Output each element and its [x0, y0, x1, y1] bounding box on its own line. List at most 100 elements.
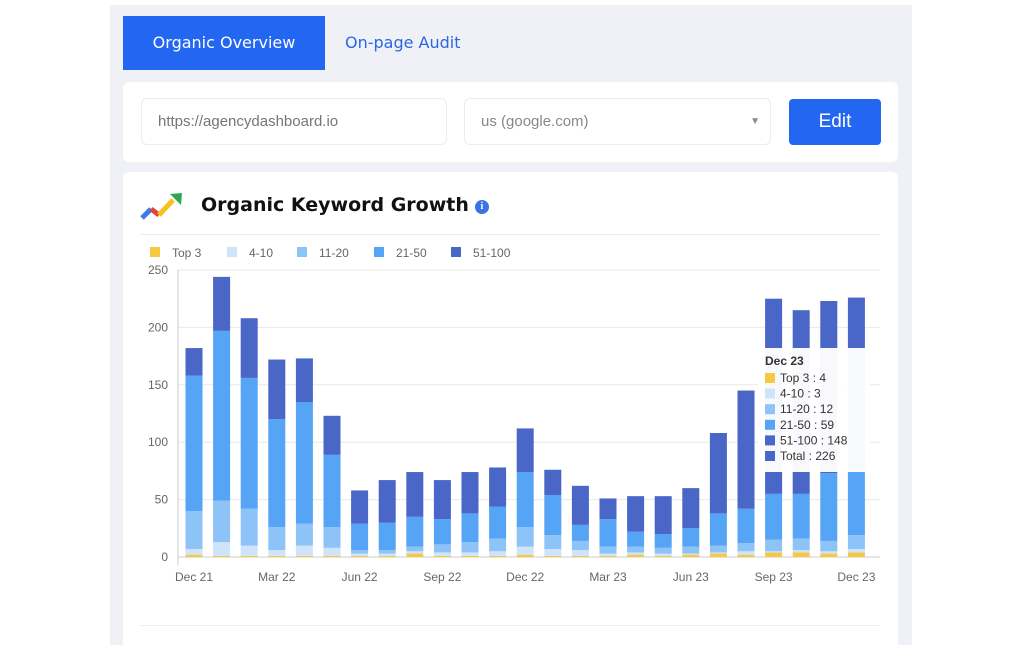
legend-swatch: [374, 247, 384, 257]
tooltip-title: Dec 23: [765, 354, 804, 368]
tab-organic-overview[interactable]: Organic Overview: [123, 16, 325, 70]
bar-segment: [654, 553, 672, 556]
bar-segment: [489, 555, 507, 557]
bar-segment: [240, 555, 258, 557]
bar-segment: [351, 553, 369, 556]
bar-segment: [406, 553, 424, 557]
legend-swatch: [227, 247, 237, 257]
bar-segment: [847, 548, 865, 553]
bar-segment: [295, 545, 313, 556]
bar-segment: [295, 402, 313, 524]
bar-segment: [682, 553, 700, 555]
bar-segment: [737, 554, 755, 557]
divider: [140, 234, 880, 235]
bar-segment: [295, 523, 313, 546]
bar-segment: [792, 552, 810, 557]
bar-segment: [240, 318, 258, 378]
x-tick-label: Jun 23: [673, 570, 709, 584]
y-tick-label: 150: [148, 378, 168, 392]
bar-segment: [544, 495, 562, 536]
edit-button[interactable]: Edit: [789, 99, 881, 145]
bar-segment: [378, 522, 396, 551]
url-input[interactable]: [141, 98, 447, 145]
bar-segment: [654, 547, 672, 554]
bar-segment: [461, 552, 479, 556]
bar-segment: [544, 555, 562, 557]
bar-segment: [765, 493, 783, 540]
x-tick-label: Dec 21: [175, 570, 213, 584]
bar-segment: [737, 543, 755, 552]
tooltip-row: 4-10 : 3: [780, 387, 821, 401]
bar-segment: [213, 555, 231, 557]
bar-segment: [571, 550, 589, 556]
y-tick-label: 0: [161, 550, 168, 564]
bar-segment: [599, 553, 617, 556]
bar-segment: [682, 546, 700, 554]
bar-segment: [599, 546, 617, 554]
x-tick-label: Jun 22: [342, 570, 378, 584]
tooltip-swatch: [765, 388, 775, 399]
bar-segment: [820, 553, 838, 557]
bar-segment: [627, 531, 645, 547]
bar-segment: [323, 415, 341, 455]
bar-segment: [516, 546, 534, 555]
bar-segment: [378, 480, 396, 523]
bar-segment: [489, 467, 507, 507]
bar-segment: [792, 538, 810, 551]
bar-segment: [213, 500, 231, 543]
tooltip-swatch: [765, 451, 775, 461]
bar-segment: [378, 553, 396, 556]
bar-segment: [571, 555, 589, 557]
x-tick-label: Dec 23: [837, 570, 875, 584]
search-card: us (google.com) ▼ Edit: [123, 82, 898, 162]
bar-segment: [406, 551, 424, 554]
y-tick-label: 100: [148, 435, 168, 449]
widget-title: Organic Keyword Growth i: [201, 194, 489, 216]
tooltip-row: 11-20 : 12: [780, 402, 833, 416]
x-tick-label: Mar 22: [258, 570, 296, 584]
tab-on-page-audit[interactable]: On-page Audit: [345, 33, 461, 52]
bar-segment: [571, 485, 589, 525]
bar-segment: [489, 538, 507, 552]
bar-segment: [268, 527, 286, 551]
divider: [140, 625, 880, 626]
bar-segment: [185, 348, 203, 376]
bar-segment: [351, 550, 369, 554]
bar-segment: [351, 523, 369, 551]
bar-segment: [847, 535, 865, 549]
bar-segment: [709, 553, 727, 557]
bar-segment: [820, 473, 838, 541]
bar-segment: [709, 513, 727, 546]
tooltip-swatch: [765, 419, 775, 430]
bar-segment: [240, 508, 258, 546]
bar-segment: [351, 555, 369, 557]
bar-segment: [268, 555, 286, 557]
bar-segment: [406, 546, 424, 552]
bar-segment: [516, 527, 534, 547]
bar-segment: [709, 545, 727, 553]
bar-segment: [682, 488, 700, 529]
tooltip-row: Top 3 : 4: [780, 371, 826, 385]
bar-segment: [213, 330, 231, 501]
bar-segment: [654, 555, 672, 557]
bar-segment: [433, 555, 451, 557]
bar-segment: [544, 469, 562, 496]
x-tick-label: Sep 23: [755, 570, 793, 584]
x-tick-label: Mar 23: [589, 570, 627, 584]
location-value: us (google.com): [481, 113, 589, 130]
bar-segment: [627, 546, 645, 553]
bar-segment: [323, 547, 341, 556]
bar-segment: [599, 555, 617, 557]
tooltip: [758, 348, 870, 472]
legend-swatch: [451, 247, 461, 257]
bar-segment: [240, 545, 258, 556]
legend-label: 4-10: [249, 246, 273, 260]
bar-segment: [737, 508, 755, 544]
info-icon[interactable]: i: [474, 200, 489, 214]
bar-segment: [516, 428, 534, 473]
bar-segment: [268, 359, 286, 420]
tooltip-swatch: [765, 435, 775, 446]
bar-segment: [489, 551, 507, 556]
location-select[interactable]: us (google.com) ▼: [464, 98, 771, 145]
bar-segment: [295, 555, 313, 557]
